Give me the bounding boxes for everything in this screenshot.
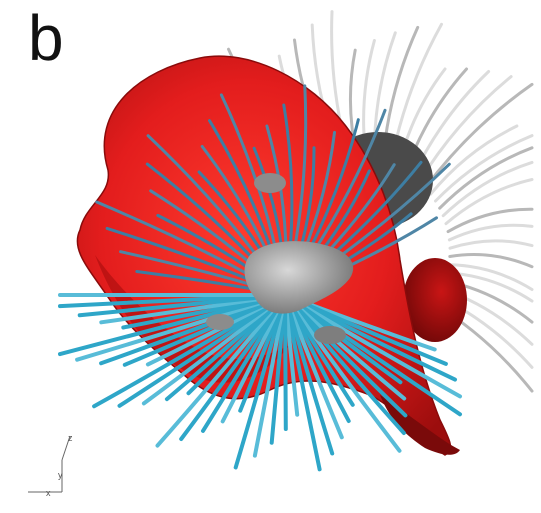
white-streamline	[448, 253, 534, 269]
red-bulb-right	[403, 258, 467, 342]
white-streamline	[447, 263, 534, 291]
white-streamline	[448, 239, 534, 250]
axis-z-label: z	[68, 433, 73, 443]
white-streamline	[441, 160, 534, 218]
white-streamline	[417, 75, 513, 184]
panel-label: b	[28, 2, 64, 74]
white-streamline	[447, 223, 534, 242]
white-streamline	[429, 124, 519, 196]
axes-triad	[28, 435, 71, 493]
gray-patch-lower	[206, 314, 234, 330]
gray-core	[244, 241, 354, 314]
axis-y-label: y	[58, 470, 63, 480]
axis-x-label: x	[46, 488, 51, 498]
white-streamline	[434, 134, 534, 203]
white-streamline	[423, 82, 534, 190]
gray-patch-upper	[254, 173, 286, 193]
gray-patch-right	[314, 326, 346, 344]
white-streamline	[438, 146, 534, 210]
white-streamline	[446, 207, 534, 234]
white-streamline	[444, 178, 534, 226]
